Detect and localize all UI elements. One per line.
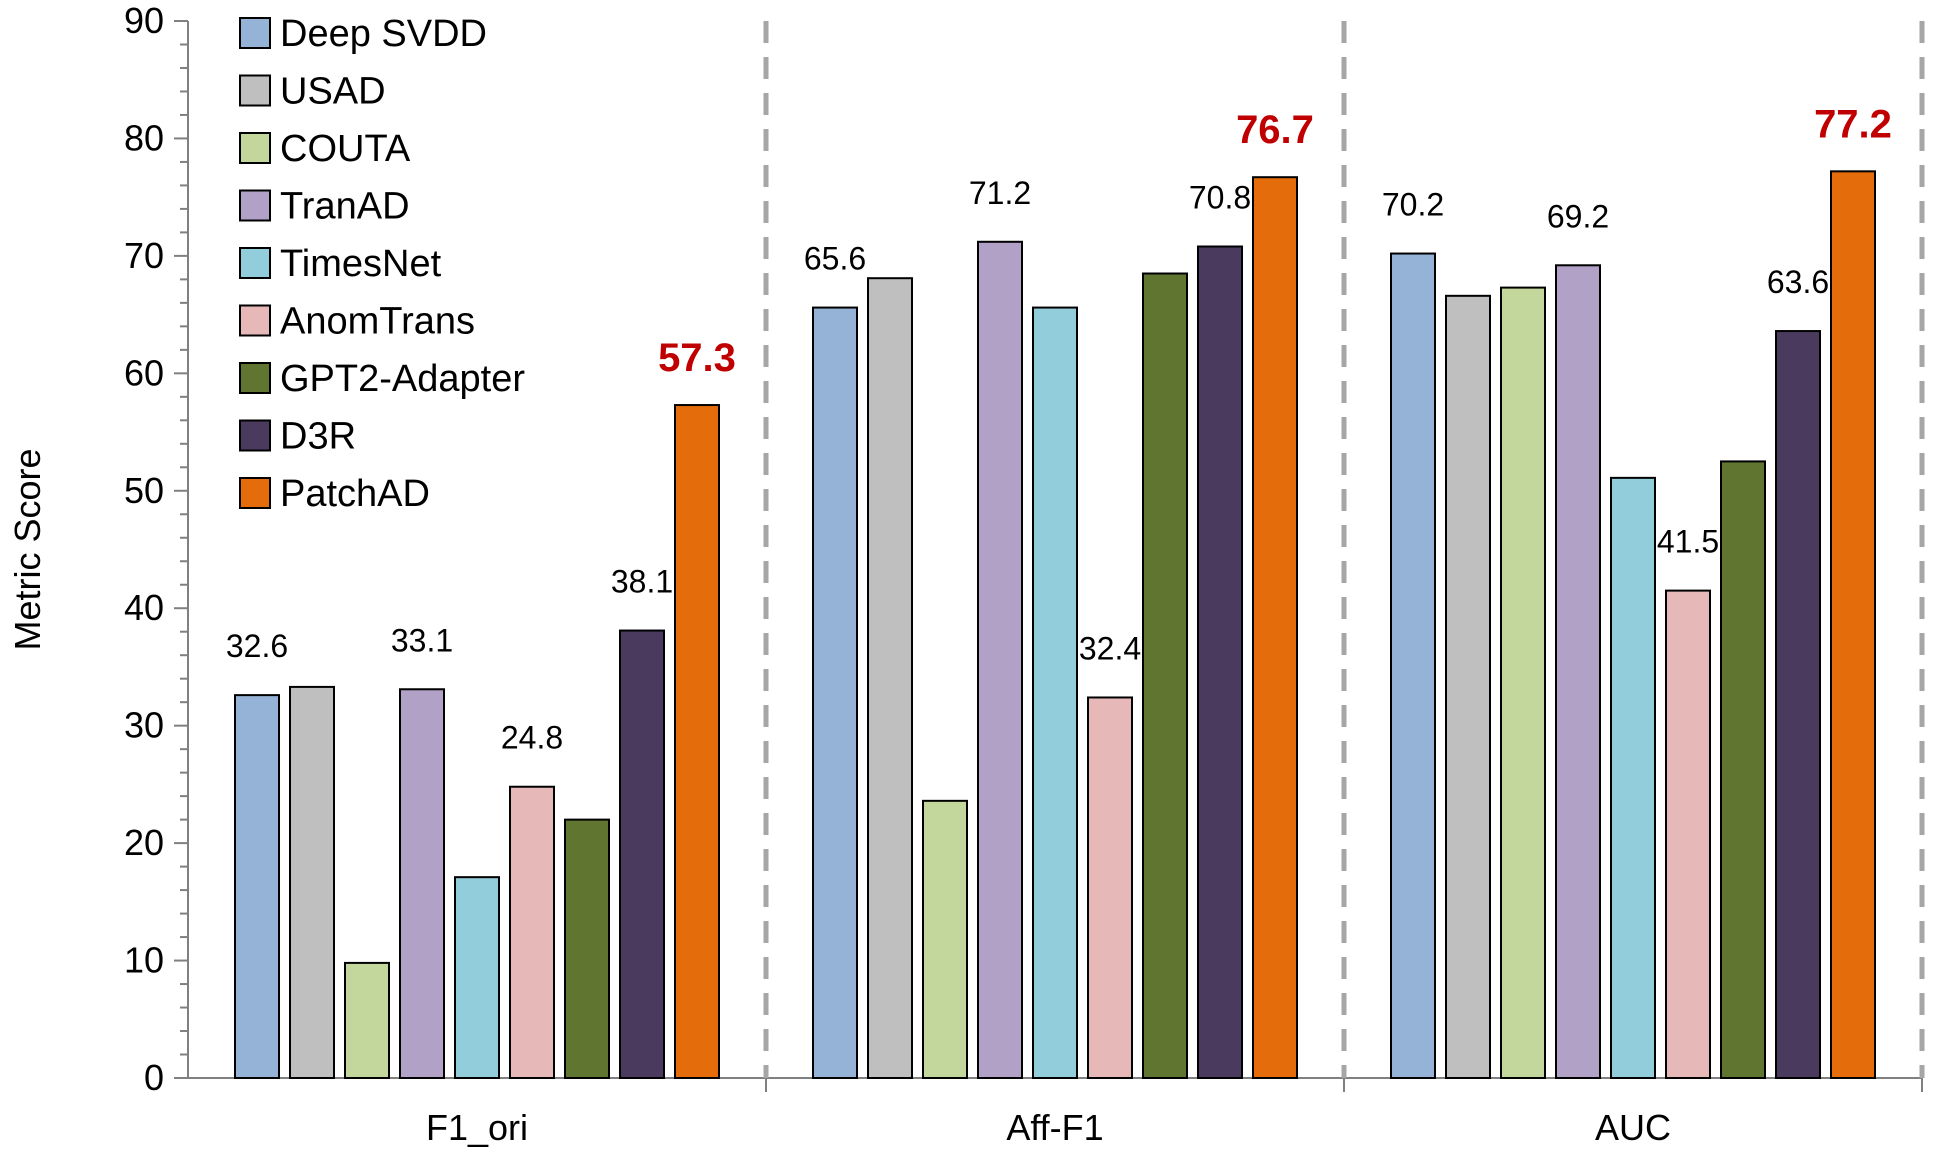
bar [1032,306,1078,1079]
bar [1500,286,1546,1079]
bar [1197,245,1243,1079]
data-label: 76.7 [1236,108,1314,152]
legend-swatch [239,132,271,164]
data-label: 70.8 [1189,179,1251,215]
legend-label: PatchAD [280,473,430,515]
data-label: 33.1 [391,622,453,658]
bar [509,785,555,1079]
data-label: 38.1 [611,564,673,600]
legend-label: GPT2-Adapter [280,358,525,400]
bar [1665,589,1711,1079]
x-category-label: F1_ori [426,1107,528,1148]
y-tick-label: 30 [124,705,164,746]
data-label: 65.6 [804,241,866,277]
legend-swatch [239,247,271,279]
bar [922,799,968,1079]
group-separators [763,21,1925,1078]
legend-swatch [239,477,271,509]
legend-swatch [239,419,271,452]
data-label: 57.3 [658,336,736,380]
bar [399,688,445,1080]
legend: Deep SVDD USAD COUTA TranAD TimesNet AnomTran… [239,13,525,515]
legend-label: COUTA [280,128,411,170]
data-label: 77.2 [1814,102,1892,146]
y-tick-label: 70 [124,235,164,276]
legend-swatch [239,362,271,394]
data-label: 69.2 [1547,198,1609,234]
legend-swatch [239,17,271,49]
legend-label: Deep SVDD [280,13,487,55]
data-label: 63.6 [1767,264,1829,300]
x-category-label: Aff-F1 [1006,1107,1103,1148]
legend-label: D3R [280,416,356,458]
bar [1445,294,1491,1079]
legend-label: USAD [280,71,386,113]
legend-swatch [239,74,271,107]
y-axis-title: Metric Score [7,448,48,650]
bar [1252,176,1298,1079]
bars [234,170,1876,1080]
legend-label: AnomTrans [280,301,475,343]
legend-swatch [239,189,271,222]
bar [234,694,280,1079]
bar [1087,696,1133,1079]
bar [454,876,500,1079]
legend-swatch [239,304,271,337]
y-tick-label: 90 [124,0,164,41]
bar [619,629,665,1080]
bar [812,306,858,1079]
y-tick-label: 20 [124,822,164,863]
bar [564,818,610,1079]
legend-label: TimesNet [280,243,442,285]
bar [1775,330,1821,1079]
y-tick-label: 40 [124,587,164,628]
data-label: 24.8 [501,720,563,756]
y-tick-label: 0 [144,1057,164,1098]
data-label: 41.5 [1657,524,1719,560]
bar [1830,170,1876,1079]
y-tick-label: 60 [124,352,164,393]
bar [1142,272,1188,1079]
bar [977,240,1023,1080]
bar [1555,264,1601,1080]
bar [1610,476,1656,1079]
x-category-label: AUC [1595,1107,1671,1148]
bar [1720,460,1766,1079]
y-tick-label: 80 [124,117,164,158]
legend-label: TranAD [280,186,410,228]
data-labels: 32.6 33.1 24.8 38.1 57.3 65.6 71.2 32.4 70.8 76.7… [226,102,1892,755]
data-label: 71.2 [969,175,1031,211]
data-label: 70.2 [1382,187,1444,223]
data-label: 32.4 [1079,630,1141,666]
bar [344,961,390,1079]
bar [867,277,913,1080]
bar [674,404,720,1079]
bar [289,685,335,1079]
data-label: 32.6 [226,628,288,664]
y-tick-label: 50 [124,470,164,511]
bar [1390,252,1436,1080]
y-tick-label: 10 [124,940,164,981]
